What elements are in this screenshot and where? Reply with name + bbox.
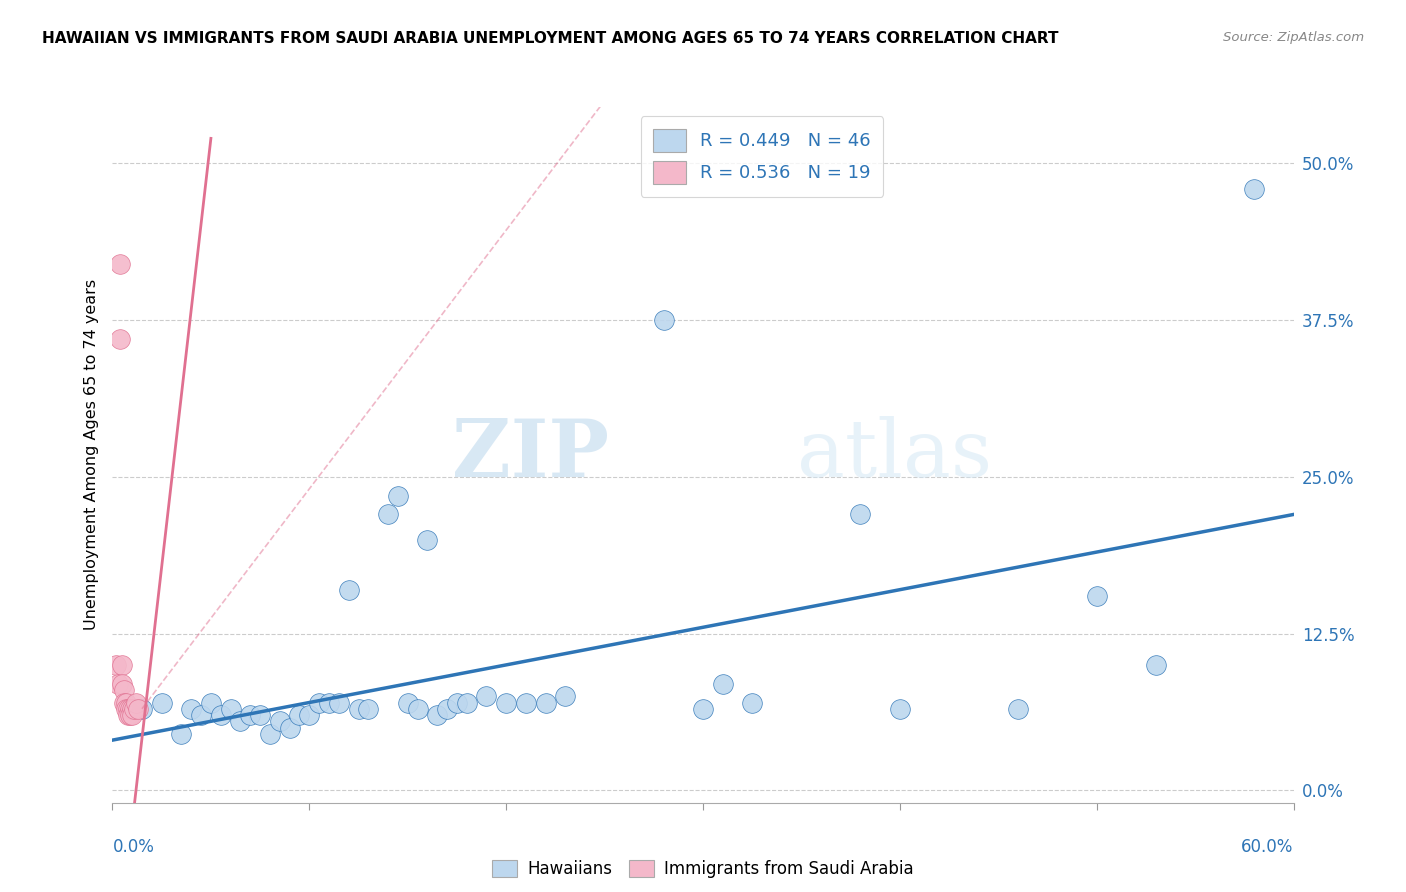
Point <box>436 702 458 716</box>
Point <box>110 332 132 346</box>
Point <box>475 690 498 704</box>
Point <box>652 313 675 327</box>
Point <box>1007 702 1029 716</box>
Point <box>1243 181 1265 195</box>
Point <box>111 657 134 672</box>
Point <box>426 708 449 723</box>
Point <box>239 708 262 723</box>
Point <box>112 683 135 698</box>
Point <box>200 696 222 710</box>
Point <box>288 708 311 723</box>
Point <box>1085 589 1108 603</box>
Point <box>110 257 132 271</box>
Point <box>357 702 380 716</box>
Point <box>120 708 142 723</box>
Point <box>190 708 212 723</box>
Point <box>347 702 370 716</box>
Point <box>308 696 330 710</box>
Text: Source: ZipAtlas.com: Source: ZipAtlas.com <box>1223 31 1364 45</box>
Point <box>318 696 340 710</box>
Point <box>117 702 139 716</box>
Point <box>278 721 301 735</box>
Point <box>416 533 439 547</box>
Text: atlas: atlas <box>797 416 993 494</box>
Point <box>111 676 134 690</box>
Point <box>121 708 143 723</box>
Legend: Hawaiians, Immigrants from Saudi Arabia: Hawaiians, Immigrants from Saudi Arabia <box>485 854 921 885</box>
Point <box>849 508 872 522</box>
Point <box>127 702 149 716</box>
Point <box>337 582 360 597</box>
Point <box>298 708 321 723</box>
Text: ZIP: ZIP <box>451 416 609 494</box>
Point <box>1144 657 1167 672</box>
Point <box>170 727 193 741</box>
Point <box>112 696 135 710</box>
Y-axis label: Unemployment Among Ages 65 to 74 years: Unemployment Among Ages 65 to 74 years <box>83 279 98 631</box>
Text: 0.0%: 0.0% <box>112 838 155 855</box>
Point <box>131 702 153 716</box>
Point <box>328 696 350 710</box>
Point <box>456 696 478 710</box>
Point <box>105 657 128 672</box>
Point <box>120 702 142 716</box>
Point <box>115 696 138 710</box>
Point <box>209 708 232 723</box>
Point <box>229 714 252 729</box>
Point <box>515 696 537 710</box>
Point <box>406 702 429 716</box>
Point <box>107 676 129 690</box>
Text: 60.0%: 60.0% <box>1241 838 1294 855</box>
Point <box>377 508 399 522</box>
Point <box>121 702 143 716</box>
Point <box>122 702 145 716</box>
Point <box>249 708 271 723</box>
Point <box>711 676 734 690</box>
Point <box>269 714 291 729</box>
Point <box>446 696 468 710</box>
Point <box>495 696 517 710</box>
Point <box>396 696 419 710</box>
Point <box>387 489 409 503</box>
Point <box>692 702 714 716</box>
Point <box>125 696 148 710</box>
Point <box>150 696 173 710</box>
Point <box>117 708 139 723</box>
Point <box>554 690 576 704</box>
Point <box>180 702 202 716</box>
Point <box>889 702 911 716</box>
Point <box>259 727 281 741</box>
Point <box>741 696 763 710</box>
Point <box>115 702 138 716</box>
Text: HAWAIIAN VS IMMIGRANTS FROM SAUDI ARABIA UNEMPLOYMENT AMONG AGES 65 TO 74 YEARS : HAWAIIAN VS IMMIGRANTS FROM SAUDI ARABIA… <box>42 31 1059 46</box>
Point <box>534 696 557 710</box>
Point <box>219 702 242 716</box>
